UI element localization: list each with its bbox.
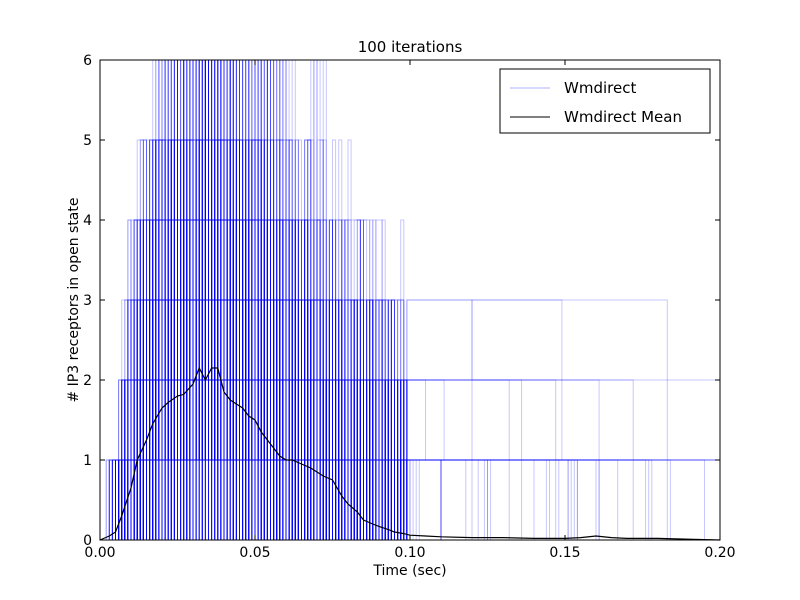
iteration-trace: [100, 59, 717, 541]
iteration-trace: [100, 139, 717, 541]
iteration-trace: [100, 219, 717, 541]
y-tick-label: 3: [83, 293, 92, 309]
iteration-trace: [100, 59, 717, 541]
iteration-trace: [100, 139, 717, 541]
iteration-trace: [100, 139, 717, 541]
x-axis: 0.00 0.05 0.10 0.15 0.20: [84, 60, 736, 561]
x-tick-label: 0.20: [704, 545, 735, 561]
legend: Wmdirect Wmdirect Mean: [499, 68, 711, 134]
y-tick-label: 5: [83, 133, 92, 149]
y-tick-label: 1: [83, 453, 92, 469]
legend-label-wmdirect-mean: Wmdirect Mean: [564, 108, 682, 126]
iteration-trace: [100, 59, 717, 541]
iteration-trace: [100, 299, 717, 541]
y-tick-label: 4: [83, 213, 92, 229]
y-tick-label: 0: [83, 533, 92, 549]
iteration-trace: [100, 59, 717, 541]
iteration-trace: [100, 59, 717, 541]
mean-line: [99, 366, 721, 541]
iteration-trace: [100, 59, 717, 541]
iteration-trace: [100, 219, 717, 541]
y-tick-label: 6: [83, 53, 92, 69]
x-axis-title: Time (sec): [372, 563, 446, 579]
x-tick-label: 0.00: [84, 545, 115, 561]
iteration-trace: [100, 59, 717, 541]
x-tick-label: 0.10: [394, 545, 425, 561]
y-axis-title: # IP3 receptors in open state: [66, 198, 82, 403]
x-tick-label: 0.15: [549, 545, 580, 561]
y-axis: 0 1 2 3 4 5 6: [83, 53, 720, 549]
legend-box: [499, 68, 711, 134]
chart-title: 100 iterations: [358, 38, 463, 56]
y-tick-label: 2: [83, 373, 92, 389]
x-tick-label: 0.05: [239, 545, 270, 561]
iteration-trace: [100, 59, 717, 541]
legend-label-wmdirect: Wmdirect: [564, 79, 636, 97]
